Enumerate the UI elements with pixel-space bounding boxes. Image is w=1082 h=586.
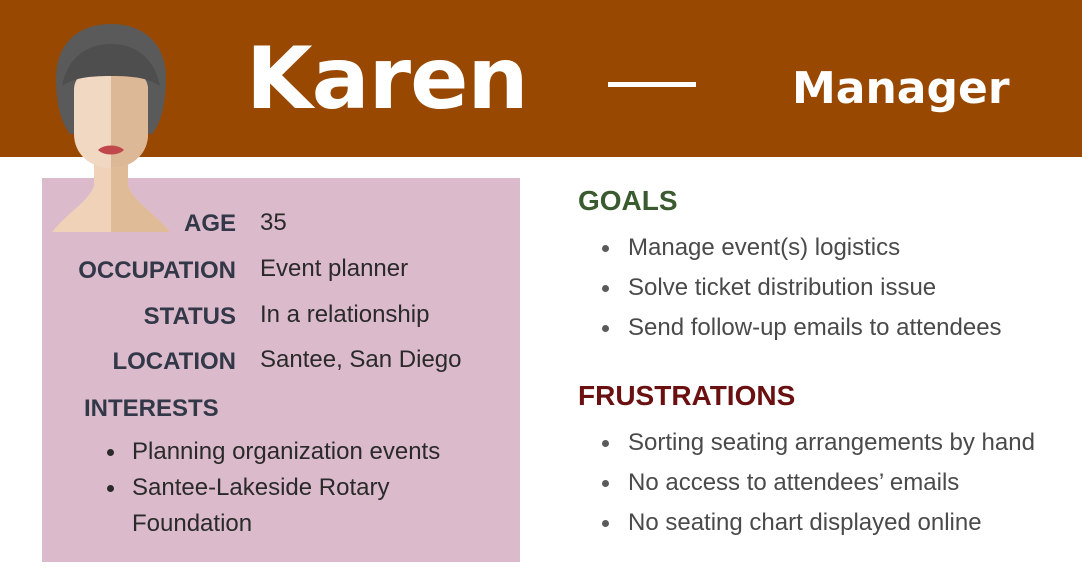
woman-avatar-icon: [52, 24, 170, 232]
frustrations-list: Sorting seating arrangements by hand No …: [598, 428, 1035, 548]
frustrations-heading: FRUSTRATIONS: [578, 380, 796, 411]
location-label: LOCATION: [112, 348, 236, 375]
list-item: No seating chart displayed online: [598, 508, 1035, 548]
age-label: AGE: [183, 210, 236, 237]
goals-heading: GOALS: [578, 185, 678, 216]
list-item: Solve ticket distribution issue: [598, 273, 1002, 313]
list-item: Santee-Lakeside Rotary Foundation: [102, 470, 502, 542]
title-separator-dash: [608, 82, 696, 87]
persona-role: Manager: [792, 63, 1010, 114]
header-banner: [0, 0, 1082, 157]
profile-card: [42, 178, 520, 562]
list-item: Send follow-up emails to attendees: [598, 313, 1002, 353]
age-value: 35: [260, 209, 287, 236]
list-item: Manage event(s) logistics: [598, 233, 1002, 273]
goals-list: Manage event(s) logistics Solve ticket d…: [598, 233, 1002, 353]
interests-label: INTERESTS: [84, 395, 219, 422]
persona-name: Karen: [246, 29, 529, 129]
list-item: No access to attendees’ emails: [598, 468, 1035, 508]
location-value: Santee, San Diego: [260, 346, 462, 373]
list-item: Sorting seating arrangements by hand: [598, 428, 1035, 468]
list-item: Planning organization events: [102, 434, 502, 470]
occupation-label: OCCUPATION: [78, 257, 236, 284]
status-label: STATUS: [143, 303, 236, 330]
status-value: In a relationship: [260, 301, 430, 328]
occupation-value: Event planner: [260, 255, 409, 282]
interests-list: Planning organization events Santee-Lake…: [102, 434, 502, 542]
